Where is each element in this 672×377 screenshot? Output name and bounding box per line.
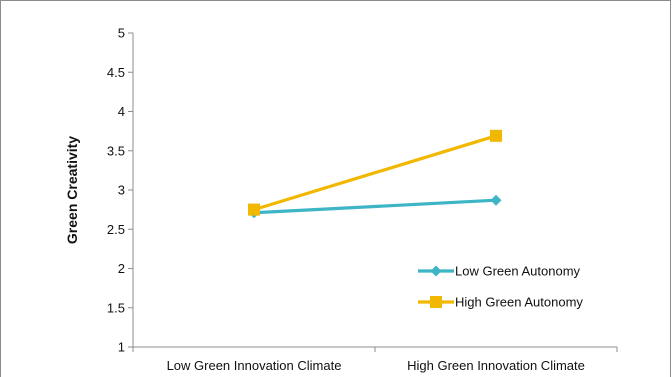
x-tick-label: High Green Innovation Climate	[407, 358, 585, 373]
legend-marker	[430, 296, 442, 308]
y-tick-label: 4.5	[107, 65, 125, 80]
data-point	[490, 194, 502, 206]
y-tick-label: 4	[118, 104, 125, 119]
legend: Low Green Autonomy High Green Autonomy	[418, 264, 583, 310]
y-tick-label: 2.5	[107, 222, 125, 237]
data-point	[490, 129, 502, 142]
y-tick-label: 2	[118, 261, 125, 276]
legend-label: High Green Autonomy	[455, 295, 583, 310]
series-line	[253, 198, 497, 215]
axes: 1 1.5 2 2.5 3 3.5 4 4.5 5 Low Green Innovation Cl…	[107, 26, 618, 373]
y-tick-label: 3.5	[107, 143, 125, 158]
legend-marker	[430, 265, 442, 277]
y-tick-label: 1.5	[107, 300, 125, 315]
data-point	[248, 203, 260, 216]
series-line	[253, 134, 497, 212]
series-layer	[248, 129, 502, 219]
legend-label: Low Green Autonomy	[455, 264, 581, 279]
y-axis-title: Green Creativity	[64, 136, 80, 244]
y-tick-label: 5	[118, 26, 125, 41]
y-tick-label: 3	[118, 183, 125, 198]
y-tick-label: 1	[118, 340, 125, 355]
x-tick-label: Low Green Innovation Climate	[167, 358, 342, 373]
